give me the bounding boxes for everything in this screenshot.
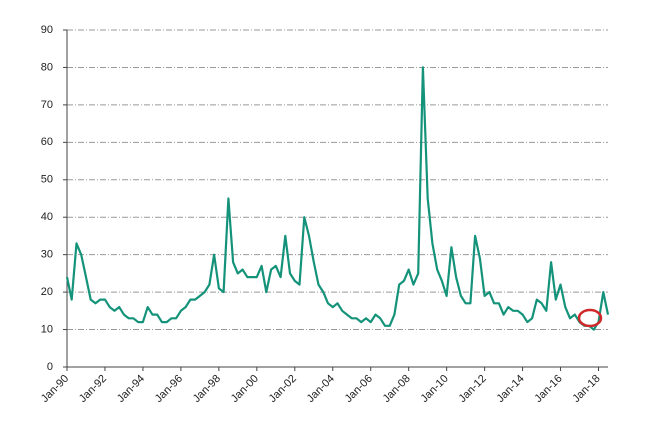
x-tick-label: Jan-12 <box>457 373 489 405</box>
x-tick-label: Jan-98 <box>191 373 223 405</box>
highlight-circle <box>577 308 603 328</box>
y-tick-label: 20 <box>41 286 53 298</box>
y-tick-label: 70 <box>41 99 53 111</box>
x-tick-label: Jan-06 <box>343 373 375 405</box>
y-tick-label: 10 <box>41 323 53 335</box>
x-tick-label: Jan-90 <box>39 373 71 405</box>
series-line <box>65 66 610 331</box>
y-tick-label: 90 <box>41 24 53 36</box>
x-tick-label: Jan-08 <box>381 373 413 405</box>
x-tick-label: Jan-96 <box>153 373 185 405</box>
x-tick-label: Jan-02 <box>267 373 299 405</box>
y-tick-label: 30 <box>41 249 53 261</box>
x-tick-label: Jan-92 <box>77 373 109 405</box>
x-tick-label: Jan-18 <box>570 373 602 405</box>
y-tick-label: 80 <box>41 61 53 73</box>
x-tick-label: Jan-16 <box>532 373 564 405</box>
y-tick-label: 50 <box>41 174 53 186</box>
x-tick-label: Jan-14 <box>494 373 526 405</box>
y-tick-label: 0 <box>47 361 53 373</box>
y-tick-label: 60 <box>41 136 53 148</box>
x-tick-label: Jan-00 <box>229 373 261 405</box>
y-tick-label: 40 <box>41 211 53 223</box>
x-tick-label: Jan-10 <box>419 373 451 405</box>
x-tick-label: Jan-94 <box>115 373 147 405</box>
x-tick-label: Jan-04 <box>305 373 337 405</box>
